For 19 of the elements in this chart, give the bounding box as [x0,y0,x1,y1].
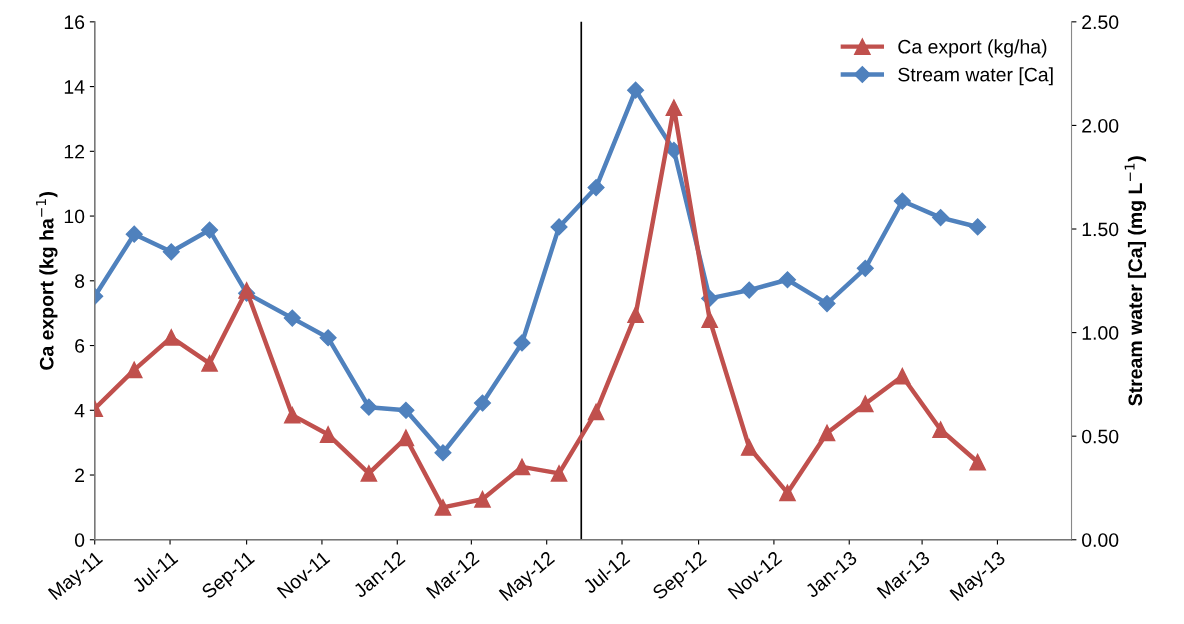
y-tick-label: 6 [75,339,85,353]
y-tick-label: 4 [74,403,85,418]
y-tick-label: 0 [74,533,85,547]
y2-axis-title: Stream water [Ca] (mg L$^{−1}$) [1124,156,1147,406]
y2-tick-label: 1.00 [1082,326,1119,340]
y2-tick-label: 2.00 [1082,118,1119,133]
y-tick-label: 12 [64,144,85,159]
y2-tick-label: 0.50 [1082,429,1119,444]
y-tick-label: 8 [75,274,85,289]
y2-tick-label: 0.00 [1082,533,1119,547]
legend-label: Ca export (kg/ha) [898,39,1047,58]
y-axis-title: Ca export (kg ha$^{−1}$) [36,192,58,370]
y-tick-label: 10 [64,209,85,224]
y2-tick-label: 1.50 [1082,222,1119,237]
legend-label: Stream water [Ca] [898,67,1053,86]
y2-tick-label: 2.50 [1082,15,1119,30]
y-tick-label: 16 [64,15,85,30]
y-tick-label: 14 [64,80,85,94]
y-tick-label: 2 [75,468,85,483]
